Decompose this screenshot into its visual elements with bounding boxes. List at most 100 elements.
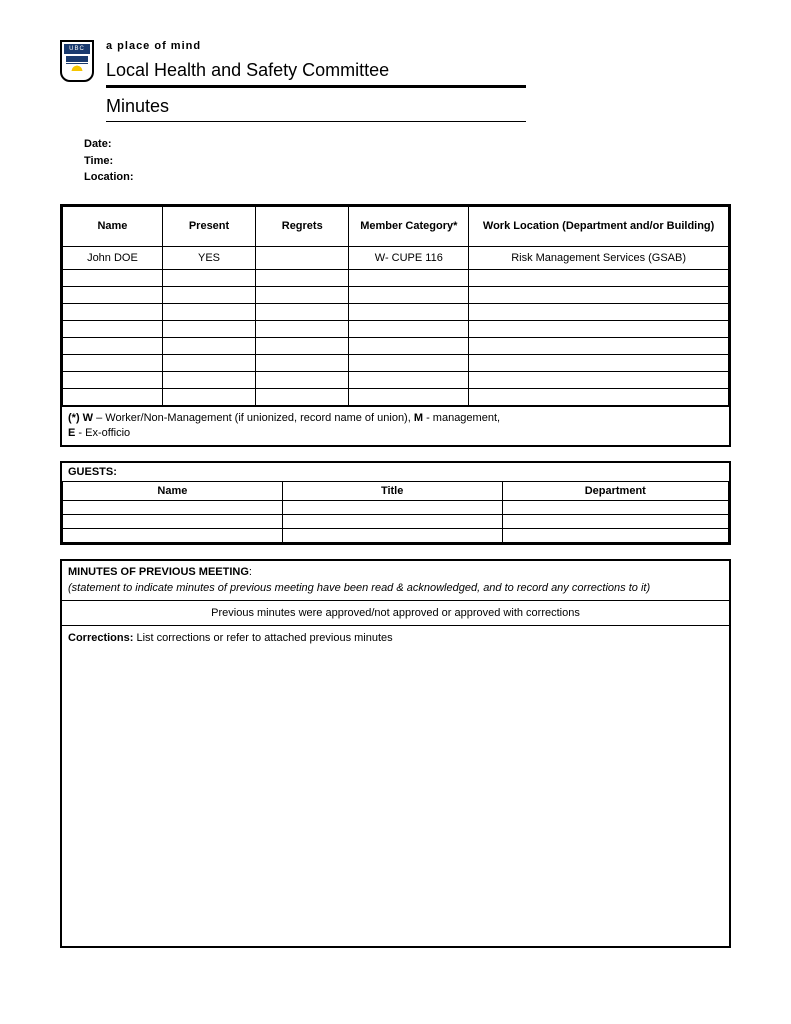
col-member-category: Member Category* — [349, 206, 469, 246]
cell-title — [282, 515, 502, 529]
cell-name — [63, 371, 163, 388]
cell-name — [63, 354, 163, 371]
cell-regrets — [256, 303, 349, 320]
cell-location — [469, 320, 729, 337]
cell-category: W- CUPE 116 — [349, 246, 469, 269]
cell-location — [469, 269, 729, 286]
guests-header-row: Name Title Department — [63, 482, 729, 501]
cell-name: John DOE — [63, 246, 163, 269]
col-name: Name — [63, 206, 163, 246]
table-row — [63, 515, 729, 529]
footnote-m: M — [414, 412, 423, 424]
table-row — [63, 529, 729, 543]
previous-heading: MINUTES OF PREVIOUS MEETING — [68, 566, 249, 578]
cell-present: YES — [162, 246, 255, 269]
cell-name — [63, 501, 283, 515]
cell-location: Risk Management Services (GSAB) — [469, 246, 729, 269]
table-row — [63, 286, 729, 303]
table-row: John DOEYES W- CUPE 116Risk Management Se… — [63, 246, 729, 269]
cell-regrets — [256, 337, 349, 354]
location-label: Location: — [84, 169, 731, 186]
subtitle-rule — [106, 121, 526, 122]
cell-name — [63, 337, 163, 354]
table-row — [63, 269, 729, 286]
guests-col-name: Name — [63, 482, 283, 501]
cell-department — [502, 501, 728, 515]
cell-regrets — [256, 246, 349, 269]
cell-present — [162, 320, 255, 337]
table-row — [63, 320, 729, 337]
cell-present — [162, 286, 255, 303]
cell-name — [63, 388, 163, 405]
table-row — [63, 501, 729, 515]
col-regrets: Regrets — [256, 206, 349, 246]
corrections-area: Corrections: List corrections or refer t… — [62, 626, 729, 946]
table-row — [63, 337, 729, 354]
time-label: Time: — [84, 153, 731, 170]
cell-category — [349, 286, 469, 303]
cell-regrets — [256, 286, 349, 303]
cell-location — [469, 337, 729, 354]
cell-name — [63, 515, 283, 529]
cell-category — [349, 388, 469, 405]
cell-category — [349, 337, 469, 354]
cell-name — [63, 269, 163, 286]
cell-name — [63, 286, 163, 303]
corrections-text: List corrections or refer to attached pr… — [133, 632, 392, 644]
cell-name — [63, 529, 283, 543]
attendance-box: Name Present Regrets Member Category* Wo… — [60, 204, 731, 448]
footnote-w: (*) W — [68, 412, 93, 424]
table-row — [63, 388, 729, 405]
cell-category — [349, 371, 469, 388]
guests-box: GUESTS: Name Title Department — [60, 461, 731, 545]
cell-present — [162, 269, 255, 286]
cell-present — [162, 303, 255, 320]
cell-present — [162, 337, 255, 354]
cell-name — [63, 303, 163, 320]
guests-col-department: Department — [502, 482, 728, 501]
cell-location — [469, 286, 729, 303]
cell-present — [162, 354, 255, 371]
cell-regrets — [256, 269, 349, 286]
cell-regrets — [256, 388, 349, 405]
table-row — [63, 303, 729, 320]
ubc-logo-graphic — [66, 56, 88, 76]
date-label: Date: — [84, 136, 731, 153]
cell-present — [162, 388, 255, 405]
ubc-logo: UBC — [60, 40, 94, 82]
guests-col-title: Title — [282, 482, 502, 501]
title-rule — [106, 85, 526, 88]
previous-statement: (statement to indicate minutes of previo… — [68, 582, 650, 594]
cell-category — [349, 320, 469, 337]
corrections-label: Corrections: — [68, 632, 133, 644]
guests-label: GUESTS: — [62, 463, 729, 481]
cell-location — [469, 371, 729, 388]
cell-title — [282, 501, 502, 515]
cell-regrets — [256, 354, 349, 371]
previous-approved-line: Previous minutes were approved/not appro… — [62, 601, 729, 626]
cell-category — [349, 354, 469, 371]
table-row — [63, 354, 729, 371]
cell-name — [63, 320, 163, 337]
previous-minutes-box: MINUTES OF PREVIOUS MEETING: (statement … — [60, 559, 731, 948]
previous-minutes-header: MINUTES OF PREVIOUS MEETING: (statement … — [62, 561, 729, 601]
tagline: a place of mind — [106, 40, 731, 52]
header: UBC a place of mind Local Health and Saf… — [60, 40, 731, 136]
cell-regrets — [256, 320, 349, 337]
cell-category — [349, 303, 469, 320]
cell-department — [502, 529, 728, 543]
cell-location — [469, 388, 729, 405]
page-subtitle: Minutes — [106, 96, 731, 117]
header-text: a place of mind Local Health and Safety … — [106, 40, 731, 136]
cell-title — [282, 529, 502, 543]
cell-category — [349, 269, 469, 286]
guests-table: Name Title Department — [62, 481, 729, 543]
meeting-meta: Date: Time: Location: — [84, 136, 731, 186]
cell-location — [469, 354, 729, 371]
cell-regrets — [256, 371, 349, 388]
attendance-footnote: (*) W – Worker/Non-Management (if unioni… — [62, 406, 729, 446]
attendance-header-row: Name Present Regrets Member Category* Wo… — [63, 206, 729, 246]
attendance-table: Name Present Regrets Member Category* Wo… — [62, 206, 729, 406]
col-present: Present — [162, 206, 255, 246]
ubc-logo-text: UBC — [64, 44, 90, 54]
